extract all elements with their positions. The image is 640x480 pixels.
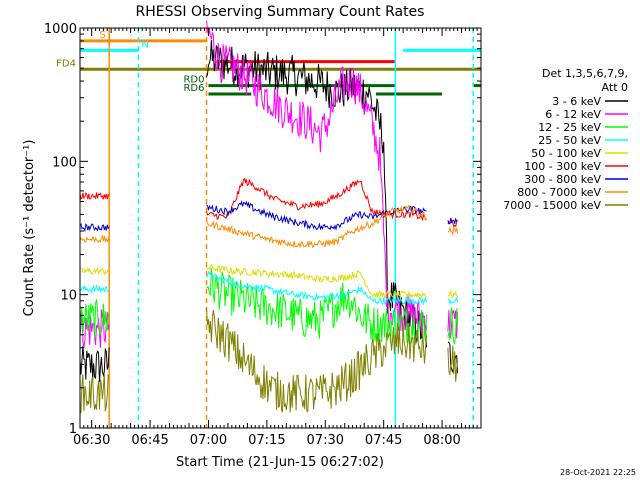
series-line-7000-15000-kev (79, 307, 459, 415)
timestamp: 28-Oct-2021 22:25 (560, 468, 636, 477)
vertical-line-layer (108, 28, 474, 428)
x-tick-label: 07:00 (190, 433, 227, 448)
legend-label-100-300-kev: 100 - 300 keV (524, 160, 601, 173)
legend-label-6-12-kev: 6 - 12 keV (545, 108, 601, 121)
legend-label-3-6-kev: 3 - 6 keV (552, 95, 601, 108)
flag-label-fd4: FD4 (56, 58, 76, 69)
legend-label-25-50-kev: 25 - 50 keV (538, 134, 601, 147)
legend-label-300-800-kev: 300 - 800 keV (524, 173, 601, 186)
series-line-50-100-kev (79, 263, 459, 300)
legend-title: Det 1,3,5,6,7,9, (542, 67, 628, 80)
x-axis-label: Start Time (21-Jun-15 06:27:02) (176, 455, 384, 470)
flag-label-rd0: RD0 (183, 75, 204, 86)
y-tick-label: 10 (60, 289, 77, 304)
legend-label-12-25-kev: 12 - 25 keV (538, 121, 601, 134)
x-tick-label: 06:45 (131, 433, 168, 448)
flag-label-s: S (99, 30, 105, 41)
x-tick-label: 07:30 (307, 433, 344, 448)
x-tick-label: 08:00 (423, 433, 460, 448)
x-tick-label: 06:30 (73, 433, 110, 448)
legend-label-800-7000-kev: 800 - 7000 keV (517, 186, 601, 199)
x-tick-label: 07:15 (248, 433, 285, 448)
axis-layer: 06:30 06:45 07:00 07:15 07:30 07:45 08:00 1 10 10… (44, 22, 482, 448)
series-line-800-7000-kev (79, 204, 459, 249)
flag-label-rd6: RD6 (183, 83, 204, 94)
legend-label-50-100-kev: 50 - 100 keV (531, 147, 601, 160)
plot-frame (79, 27, 482, 429)
series-line-25-50-kev (79, 270, 459, 306)
y-axis-label: Count Rate (s⁻¹ detector⁻¹) (22, 140, 37, 317)
chart-title: RHESSI Observing Summary Count Rates (136, 4, 425, 20)
legend-subtitle: Att 0 (602, 81, 628, 94)
x-tick-label: 07:45 (365, 433, 402, 448)
legend-label-7000-15000-kev: 7000 - 15000 keV (503, 199, 601, 212)
y-tick-label: 1 (69, 422, 77, 437)
series-line-12-25-kev (79, 267, 459, 346)
flag-label-n: N (141, 39, 148, 50)
y-tick-label: 100 (52, 155, 77, 170)
y-tick-label: 1000 (44, 22, 77, 37)
series-layer (79, 20, 459, 415)
